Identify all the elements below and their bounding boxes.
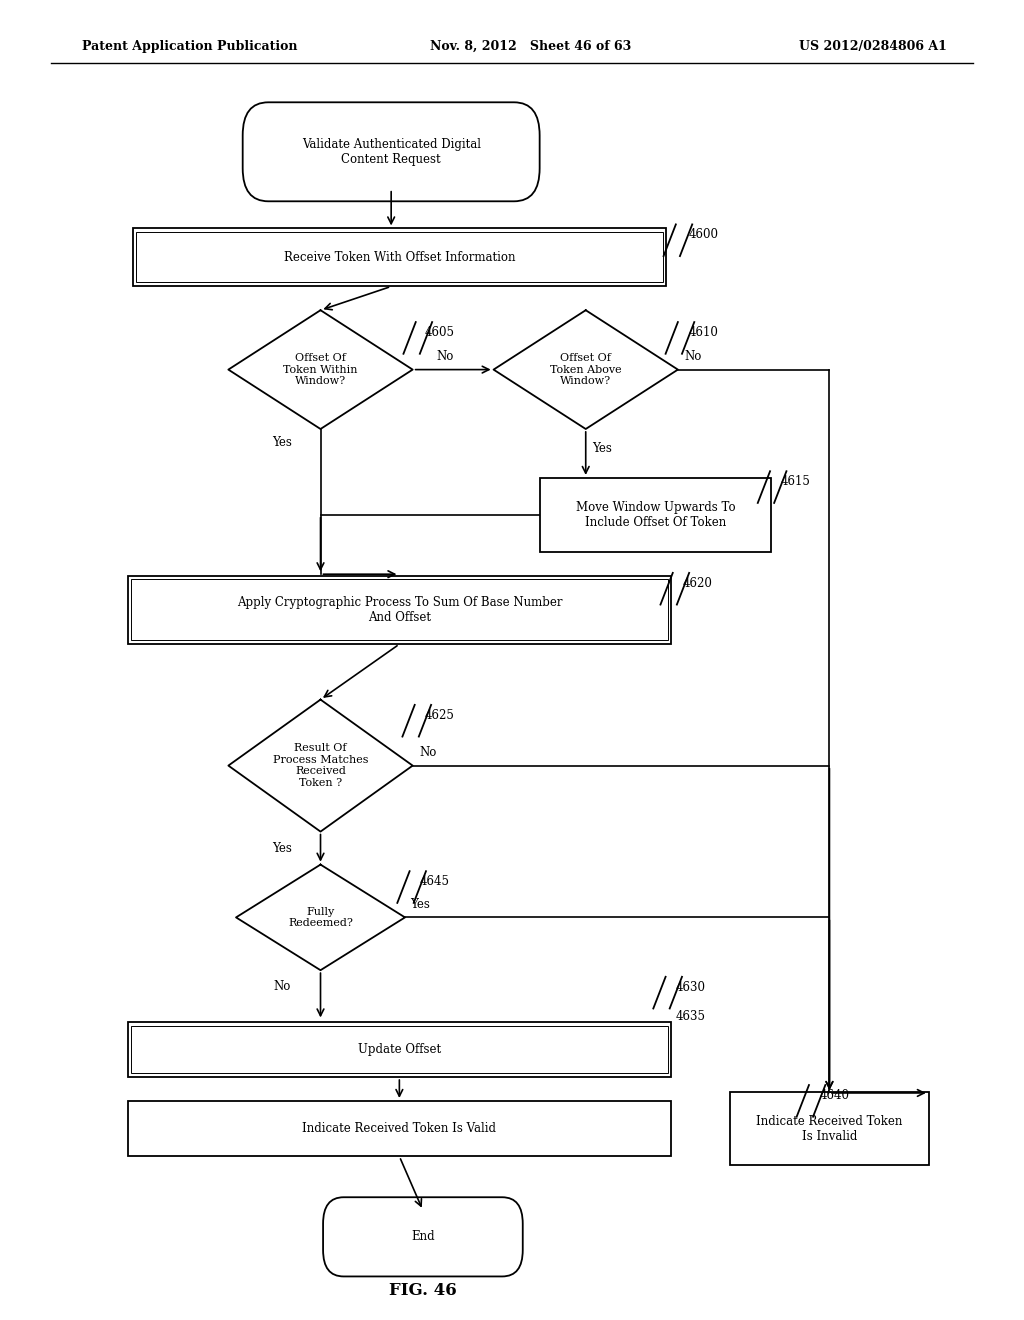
Text: Indicate Received Token Is Valid: Indicate Received Token Is Valid — [302, 1122, 497, 1135]
Text: US 2012/0284806 A1: US 2012/0284806 A1 — [799, 40, 946, 53]
Text: 4625: 4625 — [425, 709, 455, 722]
Text: Result Of
Process Matches
Received
Token ?: Result Of Process Matches Received Token… — [272, 743, 369, 788]
Text: 4635: 4635 — [676, 1010, 706, 1023]
Text: 4645: 4645 — [420, 875, 450, 888]
Bar — [729, 1093, 930, 1166]
Text: Fully
Redeemed?: Fully Redeemed? — [288, 907, 353, 928]
Text: Nov. 8, 2012   Sheet 46 of 63: Nov. 8, 2012 Sheet 46 of 63 — [430, 40, 632, 53]
Text: Yes: Yes — [271, 842, 292, 855]
Bar — [128, 1022, 671, 1077]
Text: Update Offset: Update Offset — [357, 1043, 441, 1056]
Text: 4630: 4630 — [676, 981, 706, 994]
Text: 4610: 4610 — [688, 326, 718, 339]
Text: Apply Cryptographic Process To Sum Of Base Number
And Offset: Apply Cryptographic Process To Sum Of Ba… — [237, 595, 562, 624]
Text: 4600: 4600 — [688, 228, 718, 242]
Text: Move Window Upwards To
Include Offset Of Token: Move Window Upwards To Include Offset Of… — [575, 500, 735, 529]
Bar — [128, 576, 671, 644]
Bar — [133, 228, 666, 286]
Text: No: No — [273, 979, 290, 993]
FancyBboxPatch shape — [324, 1197, 522, 1276]
Text: No: No — [684, 350, 701, 363]
Text: Indicate Received Token
Is Invalid: Indicate Received Token Is Invalid — [757, 1114, 902, 1143]
Text: No: No — [437, 350, 454, 363]
Text: Patent Application Publication: Patent Application Publication — [82, 40, 297, 53]
Bar — [135, 232, 664, 282]
Text: 4615: 4615 — [780, 475, 810, 488]
Bar — [131, 1026, 669, 1073]
Text: Yes: Yes — [592, 442, 611, 455]
Text: Offset Of
Token Above
Window?: Offset Of Token Above Window? — [550, 352, 622, 387]
Text: End: End — [411, 1230, 435, 1243]
Text: Validate Authenticated Digital
Content Request: Validate Authenticated Digital Content R… — [302, 137, 480, 166]
Text: No: No — [420, 746, 437, 759]
Text: Offset Of
Token Within
Window?: Offset Of Token Within Window? — [284, 352, 357, 387]
Text: 4620: 4620 — [683, 577, 713, 590]
Text: Yes: Yes — [271, 436, 292, 449]
Bar — [131, 579, 669, 640]
Text: 4605: 4605 — [425, 326, 455, 339]
FancyBboxPatch shape — [243, 103, 540, 201]
Text: FIG. 46: FIG. 46 — [389, 1283, 457, 1299]
Text: Yes: Yes — [410, 898, 429, 911]
Bar — [541, 478, 770, 552]
Text: Receive Token With Offset Information: Receive Token With Offset Information — [284, 251, 515, 264]
Text: 4640: 4640 — [819, 1089, 849, 1102]
Bar — [128, 1101, 671, 1156]
